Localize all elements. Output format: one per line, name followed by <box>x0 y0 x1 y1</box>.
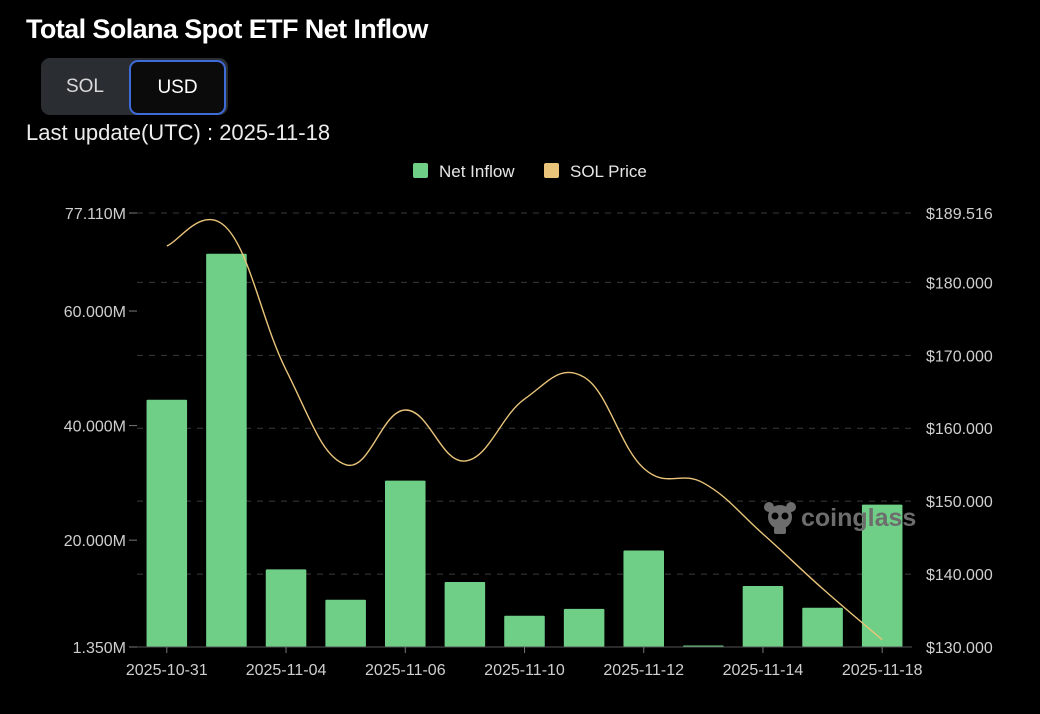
x-tick-label: 2025-11-18 <box>842 662 923 679</box>
net-inflow-bar <box>444 581 486 647</box>
coinglass-logo-icon <box>764 502 796 534</box>
net-inflow-bars <box>146 253 903 647</box>
x-tick-label: 2025-11-04 <box>246 662 327 679</box>
net-inflow-bar <box>325 599 366 647</box>
y-right-tick-label: $150.000 <box>926 494 993 511</box>
legend-swatch <box>413 163 428 178</box>
y-right-tick-label: $189.516 <box>926 206 993 223</box>
grid-lines <box>137 212 912 648</box>
y-left-tick-label: 1.350M <box>73 640 126 657</box>
y-right-tick-label: $160.000 <box>926 421 993 438</box>
y-right-tick-label: $140.000 <box>926 567 993 584</box>
y-left-tick-label: 60.000M <box>64 304 126 321</box>
watermark: coinglass <box>764 502 916 534</box>
x-tick-label: 2025-10-31 <box>126 662 208 679</box>
net-inflow-bar <box>563 608 605 647</box>
net-inflow-bar <box>265 569 307 647</box>
net-inflow-bar <box>861 504 903 647</box>
y-right-tick-label: $180.000 <box>926 275 993 292</box>
net-inflow-bar <box>802 607 843 647</box>
last-update-text: Last update(UTC) : 2025-11-18 <box>26 120 331 145</box>
net-inflow-bar <box>206 253 247 647</box>
sol-price-line-group <box>166 219 883 641</box>
toggle-option-usd[interactable]: USD <box>129 60 226 115</box>
net-inflow-bar <box>742 585 784 647</box>
net-inflow-bar <box>385 480 426 647</box>
legend-swatch <box>544 163 559 178</box>
y-left-tick-label: 20.000M <box>64 533 126 550</box>
x-tick-label: 2025-11-10 <box>484 662 565 679</box>
y-right-tick-label: $130.000 <box>926 640 993 657</box>
axis-labels: $130.000 $140.000 $150.000 $160.000 $170.000… <box>64 206 993 679</box>
unit-toggle: SOL USD <box>41 58 228 115</box>
watermark-text: coinglass <box>801 504 916 532</box>
x-tick-label: 2025-11-06 <box>365 662 446 679</box>
y-left-tick-label: 40.000M <box>64 419 126 436</box>
chart-legend: Net Inflow SOL Price <box>413 162 647 181</box>
net-inflow-bar <box>504 615 545 647</box>
chart-title: Total Solana Spot ETF Net Inflow <box>26 14 428 44</box>
toggle-option-sol[interactable]: SOL <box>65 76 105 97</box>
net-inflow-bar <box>623 550 664 647</box>
sol-price-line <box>166 219 883 641</box>
x-tick-label: 2025-11-14 <box>723 662 804 679</box>
y-left-tick-label: 77.110M <box>65 206 126 223</box>
y-right-tick-label: $170.000 <box>926 348 993 365</box>
legend-label: SOL Price <box>570 162 647 181</box>
net-inflow-bar <box>146 399 188 647</box>
x-tick-label: 2025-11-12 <box>603 662 684 679</box>
legend-label: Net Inflow <box>439 162 515 181</box>
